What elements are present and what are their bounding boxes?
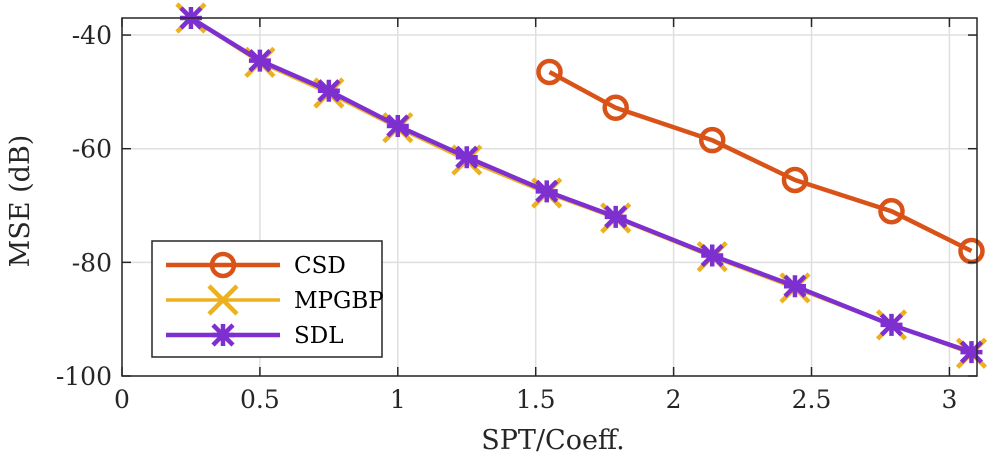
x-tick-label: 2.5 xyxy=(792,385,832,414)
series-csd xyxy=(536,58,985,265)
axes xyxy=(121,17,978,377)
data-point-sdl xyxy=(959,340,984,364)
tick-labels: 0 0.5 1 1.5 2 2.5 3 -100 -80 -60 -40 xyxy=(56,21,958,414)
data-point-sdl xyxy=(879,313,904,337)
x-tick-label: 3 xyxy=(941,385,957,414)
legend-marker-mpgbp xyxy=(207,284,239,316)
x-tick-label: 1.5 xyxy=(516,385,556,414)
data-point-sdl xyxy=(317,79,341,103)
legend-entry-sdl: SDL xyxy=(166,323,343,349)
x-tick-label: 0 xyxy=(114,385,130,414)
data-point-sdl xyxy=(783,274,807,298)
legend-marker-csd xyxy=(209,251,237,279)
legend-entry-csd: CSD xyxy=(166,251,346,279)
x-tick-label: 0.5 xyxy=(240,385,280,414)
data-point-csd xyxy=(878,197,905,225)
data-point-csd xyxy=(536,58,563,86)
data-point-sdl xyxy=(700,243,724,268)
x-tick-label: 1 xyxy=(390,385,406,414)
y-tick-label: -80 xyxy=(72,248,112,277)
axes-box xyxy=(121,17,978,377)
x-tick-label: 2 xyxy=(666,385,682,414)
y-tick-label: -60 xyxy=(72,135,112,164)
legend-label-mpgbp: MPGBP xyxy=(294,288,384,314)
y-tick-label: -100 xyxy=(56,362,112,391)
data-point-sdl xyxy=(455,145,479,169)
y-tick-label: -40 xyxy=(72,21,112,50)
data-point-sdl xyxy=(535,179,559,203)
data-point-sdl xyxy=(248,49,272,73)
legend-entry-mpgbp: MPGBP xyxy=(166,284,384,316)
x-axis-label: SPT/Coeff. xyxy=(481,425,624,456)
data-point-sdl xyxy=(604,205,628,229)
data-point-sdl xyxy=(386,114,410,138)
legend: CSD MPGBP SDL xyxy=(151,240,384,358)
legend-marker-sdl xyxy=(211,323,235,347)
data-point-csd xyxy=(698,126,726,154)
legend-label-sdl: SDL xyxy=(294,323,343,349)
y-axis-label: MSE (dB) xyxy=(5,135,36,268)
data-point-csd xyxy=(602,94,629,122)
legend-label-csd: CSD xyxy=(294,253,346,279)
data-point-csd xyxy=(781,166,809,194)
